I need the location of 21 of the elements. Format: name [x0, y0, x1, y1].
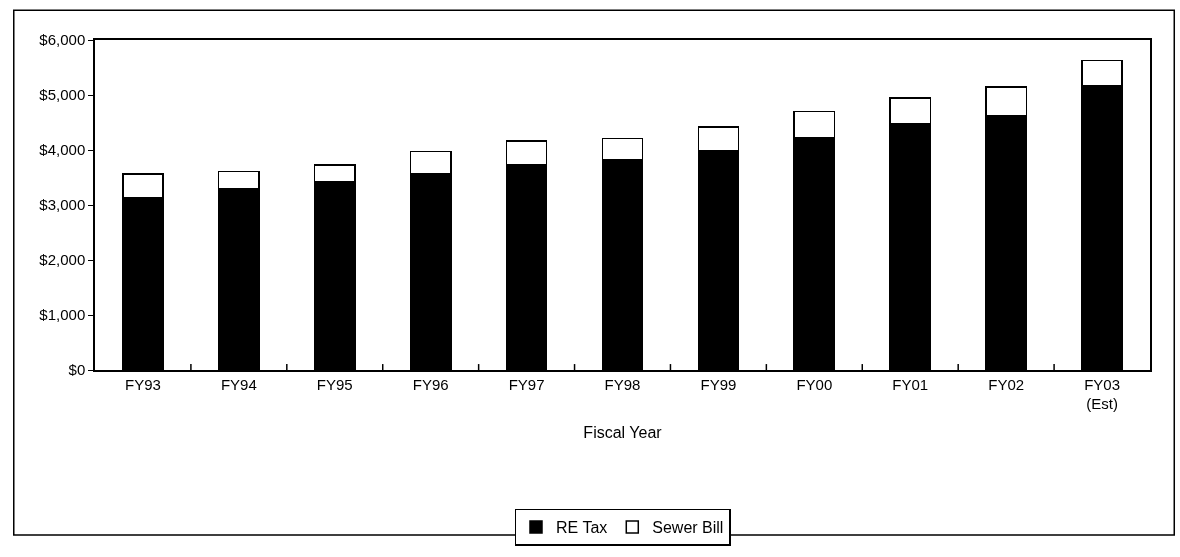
y-tick-label: $6,000 [39, 31, 86, 49]
x-tick-label: FY96 [412, 375, 449, 393]
x-axis-title: Fiscal Year [583, 424, 663, 442]
x-tick-label: FY98 [604, 375, 641, 393]
x-tick-label: FY03 (Est) [1084, 375, 1120, 413]
y-tick-label: $3,000 [39, 196, 86, 214]
x-tick-label: FY01 [892, 375, 929, 393]
x-tick-label: FY99 [700, 375, 737, 393]
x-tick-label: FY00 [796, 375, 833, 393]
x-tick-label: FY97 [508, 375, 545, 393]
y-tick-label: $1,000 [39, 306, 86, 324]
legend-label: RE Tax [556, 519, 608, 537]
x-tick-label: FY93 [125, 375, 161, 393]
x-tick-label: FY94 [220, 375, 257, 393]
x-tick-label: FY02 [988, 375, 1025, 393]
y-tick-label: $5,000 [39, 86, 86, 104]
y-tick-label: $2,000 [39, 251, 86, 269]
x-tick-label: FY95 [316, 375, 353, 393]
legend-label: Sewer Bill [652, 519, 724, 537]
y-tick-label: $0 [68, 361, 86, 379]
y-tick-label: $4,000 [39, 141, 86, 159]
